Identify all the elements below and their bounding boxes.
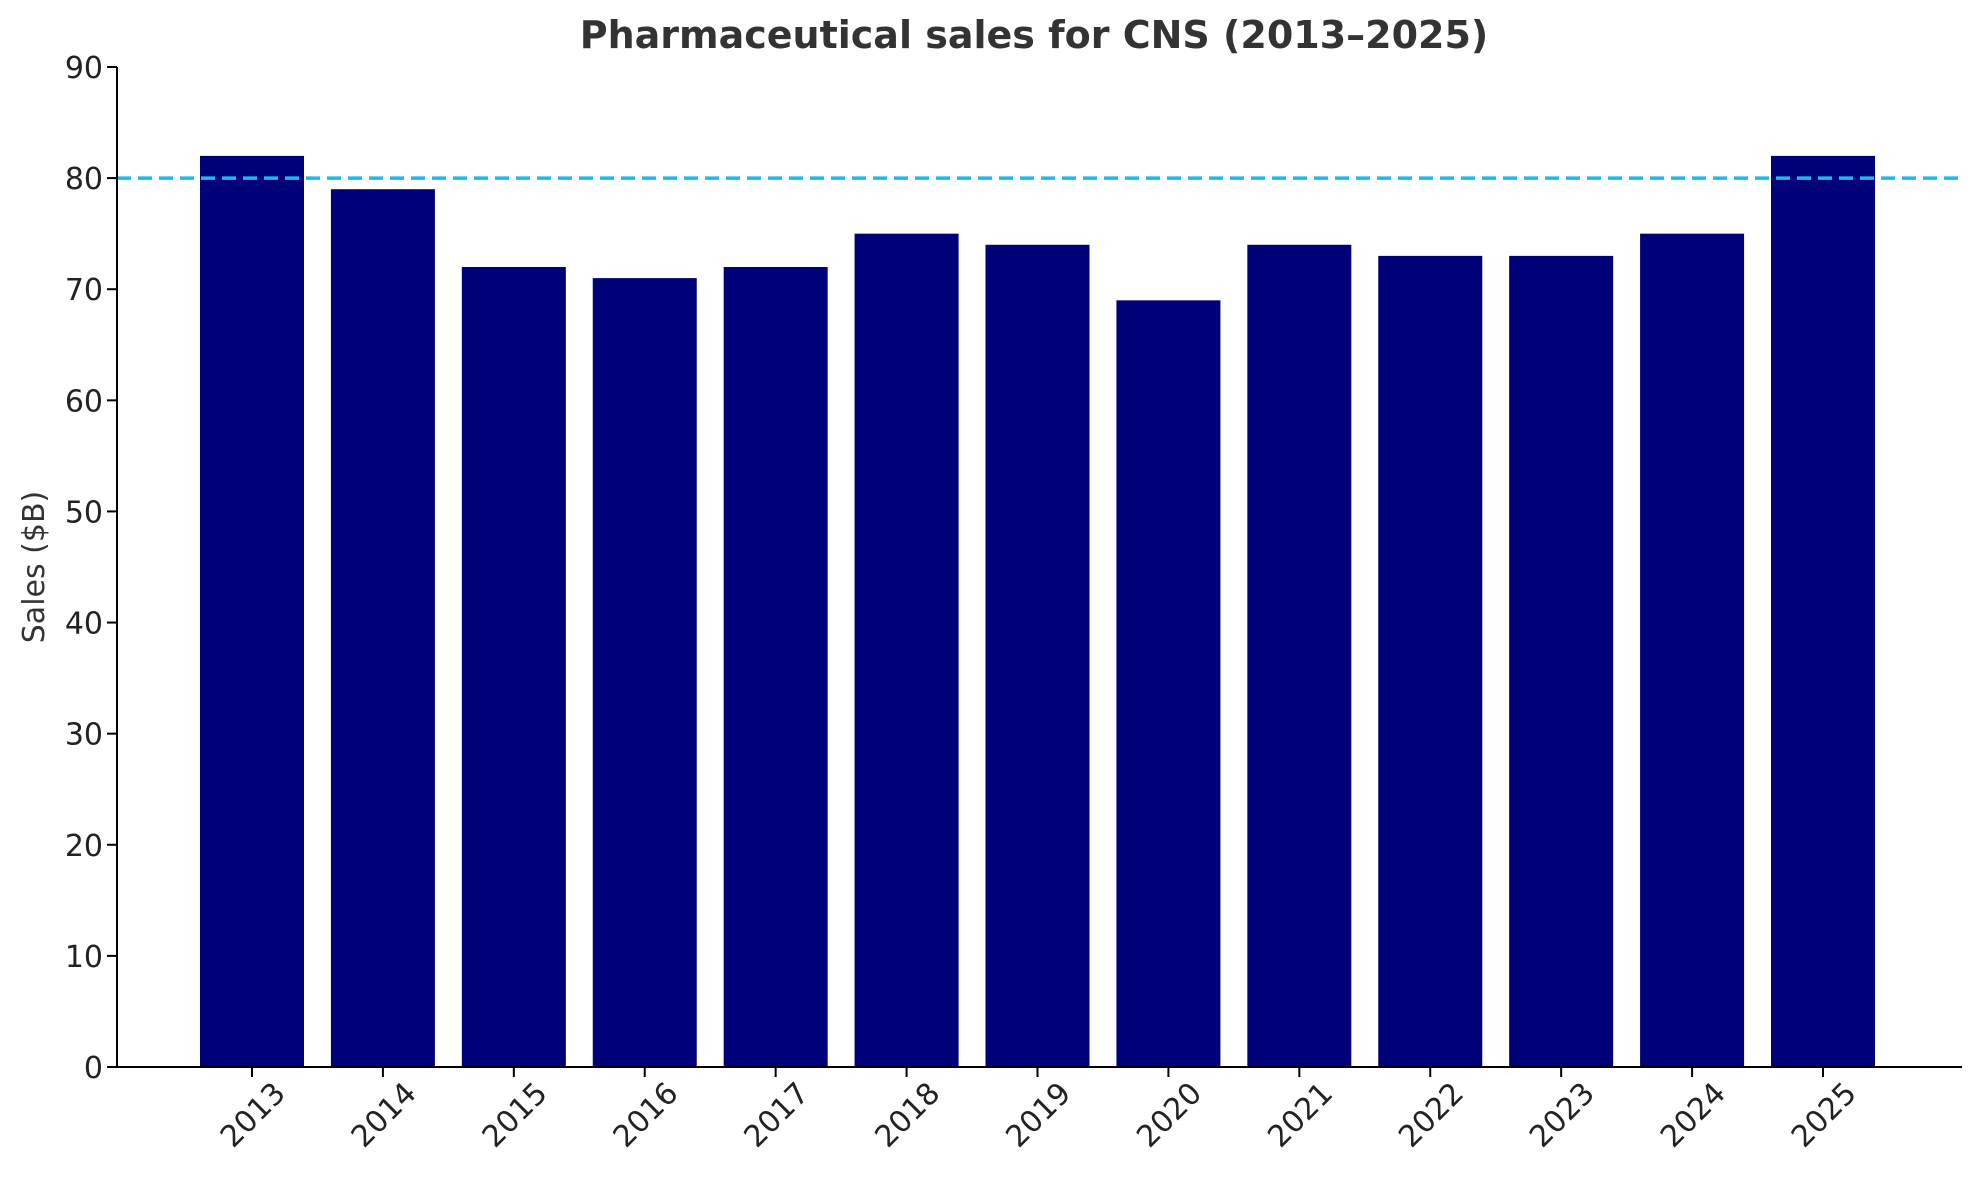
x-tick-label: 2014	[345, 1076, 424, 1155]
x-tick-label: 2017	[738, 1076, 817, 1155]
x-tick-label: 2020	[1130, 1076, 1209, 1155]
bar-2015	[461, 267, 566, 1067]
bar-2023	[1509, 255, 1614, 1067]
bar-2016	[592, 278, 697, 1068]
y-tick-label: 30	[65, 718, 103, 753]
y-tick-label: 40	[65, 607, 103, 642]
bar-2014	[330, 189, 435, 1067]
bar-2020	[1116, 300, 1221, 1067]
x-tick-label: 2016	[607, 1076, 686, 1155]
bar-2018	[854, 233, 959, 1067]
bar-2022	[1378, 255, 1483, 1067]
y-axis-label: Sales ($B)	[17, 491, 52, 643]
y-tick-label: 50	[65, 495, 103, 530]
bar-2017	[723, 267, 828, 1067]
x-tick-label: 2015	[476, 1076, 555, 1155]
bar-2019	[985, 244, 1090, 1067]
y-axis-ticks: 0 10 20 30 40 50 60 70 80 90	[65, 51, 117, 1086]
bar-2021	[1247, 244, 1352, 1067]
y-tick-label: 90	[65, 51, 103, 86]
y-tick-label: 0	[84, 1051, 103, 1086]
bar-2013	[200, 155, 304, 1067]
y-tick-label: 60	[65, 384, 103, 419]
x-tick-label: 2024	[1654, 1076, 1733, 1155]
x-tick-label: 2018	[868, 1076, 947, 1155]
y-tick-label: 20	[65, 829, 103, 864]
y-tick-label: 70	[65, 273, 103, 308]
bars-group	[200, 155, 1875, 1068]
chart-title: Pharmaceutical sales for CNS (2013–2025)	[580, 13, 1489, 57]
x-tick-label: 2023	[1523, 1076, 1602, 1155]
y-tick-label: 80	[65, 162, 103, 197]
bar-2024	[1640, 233, 1745, 1067]
x-tick-label: 2019	[999, 1076, 1078, 1155]
x-tick-label: 2022	[1392, 1076, 1471, 1155]
x-tick-label: 2013	[214, 1076, 293, 1155]
x-axis-ticks: 2013 2014 2015 2016 2017 2018 2019 2020 2021 2022…	[214, 1067, 1864, 1155]
x-tick-label: 2025	[1785, 1076, 1864, 1155]
x-tick-label: 2021	[1261, 1076, 1340, 1155]
y-tick-label: 10	[65, 940, 103, 975]
bar-2025	[1771, 155, 1875, 1067]
